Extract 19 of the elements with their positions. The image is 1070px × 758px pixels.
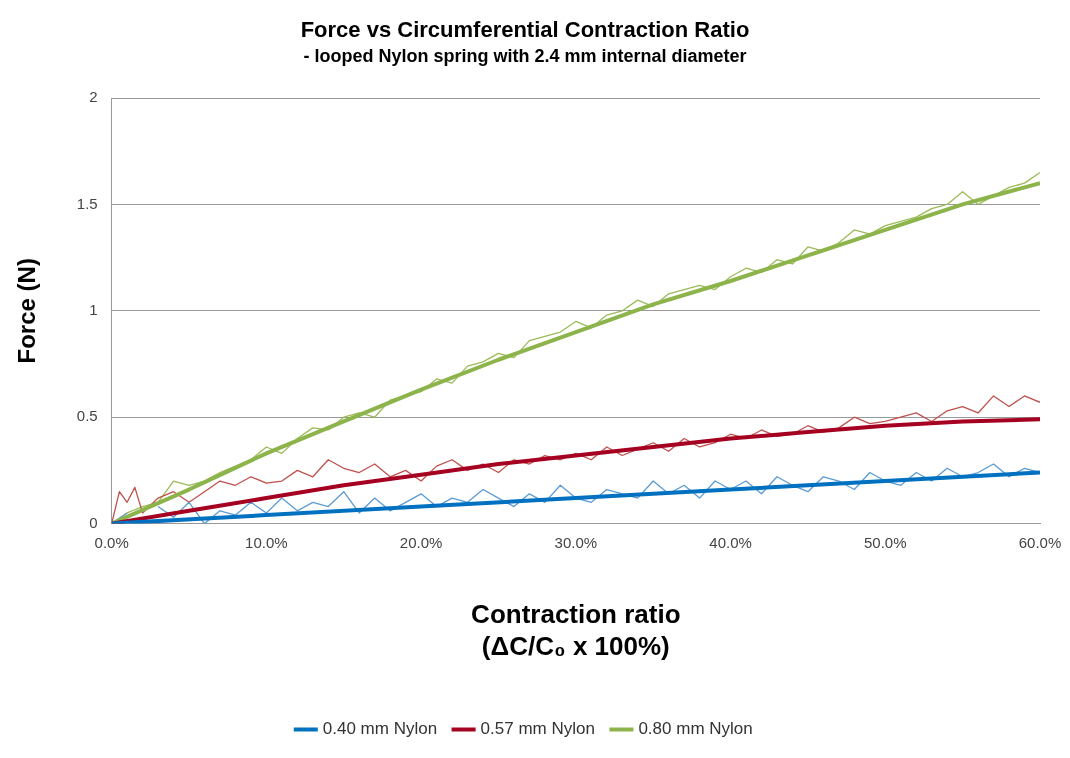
x-tick-label: 50.0% (864, 533, 907, 551)
x-tick-label: 20.0% (399, 533, 443, 551)
y-tick-label: 1.5 (76, 194, 98, 212)
legend-label: 0.57 mm Nylon (480, 719, 595, 739)
x-axis-title: Contraction ratio (ΔC/C₀ x 100%) (471, 599, 681, 661)
y-axis-title: Force (N) (13, 258, 41, 364)
x-tick-label: 10.0% (245, 533, 288, 551)
legend-label: 0.80 mm Nylon (638, 719, 753, 739)
y-tick-label: 2 (89, 88, 98, 106)
x-tick-label: 30.0% (554, 533, 598, 551)
legend-label: 0.40 mm Nylon (322, 719, 438, 739)
y-tick-label: 1 (89, 300, 98, 318)
x-tick-label: 60.0% (1018, 533, 1062, 551)
chart-title: Force vs Circumferential Contraction Ratio (300, 17, 750, 43)
x-tick-label: 40.0% (709, 533, 752, 551)
y-tick-label: 0.5 (76, 407, 98, 425)
y-tick-label: 0 (89, 513, 98, 531)
x-tick-label: 0.0% (94, 533, 129, 551)
chart-subtitle: - looped Nylon spring with 2.4 mm internal diameter (303, 46, 747, 67)
